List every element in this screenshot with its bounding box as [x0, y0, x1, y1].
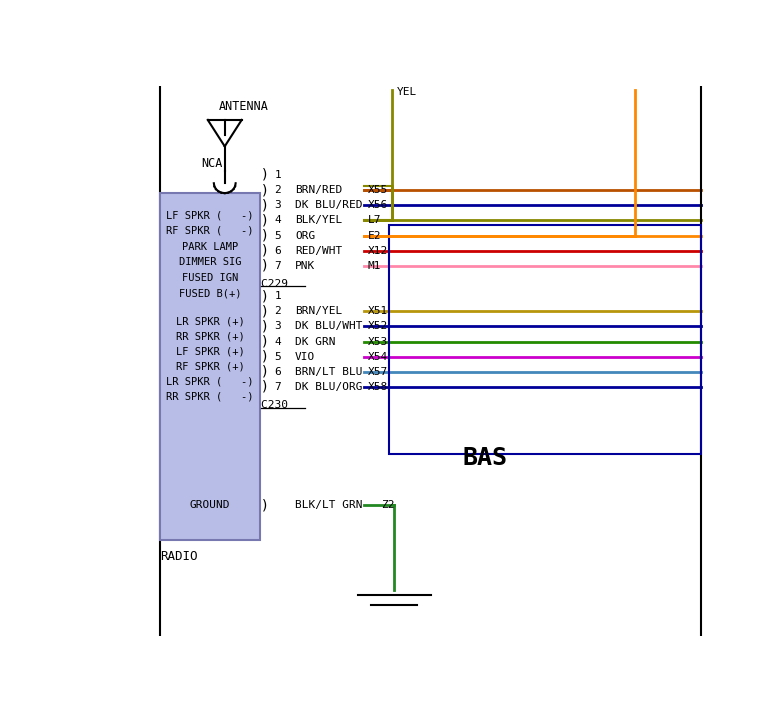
Text: FUSED IGN: FUSED IGN [182, 274, 238, 283]
Text: FUSED B(+): FUSED B(+) [179, 289, 241, 299]
Text: 3: 3 [274, 200, 281, 210]
Text: LF SPKR (+): LF SPKR (+) [176, 347, 244, 357]
Text: 5: 5 [274, 352, 281, 362]
Bar [390, 225, 701, 453]
Text: BAS: BAS [462, 446, 508, 470]
Text: 7: 7 [274, 261, 281, 271]
Bar [160, 193, 260, 540]
Text: DK GRN: DK GRN [295, 337, 336, 347]
Text: ): ) [262, 168, 268, 182]
Text: ): ) [262, 498, 268, 513]
Text: BLK/LT GRN: BLK/LT GRN [295, 500, 362, 511]
Text: PARK LAMP: PARK LAMP [182, 242, 238, 252]
Text: RF SPKR (   -): RF SPKR ( -) [166, 225, 254, 235]
Text: M1: M1 [368, 261, 381, 271]
Text: X54: X54 [368, 352, 388, 362]
Text: 4: 4 [274, 215, 281, 225]
Text: RR SPKR (   -): RR SPKR ( -) [166, 392, 254, 402]
Text: C229: C229 [261, 279, 294, 289]
Text: BRN/RED: BRN/RED [295, 185, 342, 195]
Text: ): ) [262, 198, 268, 212]
Text: C230: C230 [261, 400, 294, 410]
Text: ): ) [262, 365, 268, 379]
Text: ): ) [262, 380, 268, 394]
Text: ANTENNA: ANTENNA [219, 100, 269, 113]
Text: DK BLU/RED: DK BLU/RED [295, 200, 362, 210]
Text: ): ) [262, 305, 268, 318]
Text: DIMMER SIG: DIMMER SIG [179, 257, 241, 267]
Text: RADIO: RADIO [160, 550, 198, 563]
Text: RR SPKR (+): RR SPKR (+) [176, 331, 244, 341]
Text: 1: 1 [274, 170, 281, 180]
Text: ): ) [262, 213, 268, 227]
Text: X53: X53 [368, 337, 388, 347]
Text: DK BLU/WHT: DK BLU/WHT [295, 321, 362, 331]
Text: X57: X57 [368, 367, 388, 377]
Text: BRN/YEL: BRN/YEL [295, 306, 342, 316]
Text: LR SPKR (+): LR SPKR (+) [176, 317, 244, 327]
Text: X58: X58 [368, 382, 388, 392]
Text: ORG: ORG [295, 230, 316, 240]
Text: ): ) [262, 244, 268, 257]
Text: VIO: VIO [295, 352, 316, 362]
Text: PNK: PNK [295, 261, 316, 271]
Text: X55: X55 [368, 185, 388, 195]
Text: 2: 2 [274, 306, 281, 316]
Text: GROUND: GROUND [190, 500, 230, 511]
Text: 5: 5 [274, 230, 281, 240]
Text: NCA: NCA [201, 157, 223, 170]
Text: ): ) [262, 229, 268, 242]
Text: Z2: Z2 [381, 500, 394, 511]
Text: 4: 4 [274, 337, 281, 347]
Text: X56: X56 [368, 200, 388, 210]
Text: ): ) [262, 289, 268, 303]
Text: ): ) [262, 350, 268, 364]
Text: LR SPKR (   -): LR SPKR ( -) [166, 377, 254, 387]
Text: X12: X12 [368, 246, 388, 256]
Text: RF SPKR (+): RF SPKR (+) [176, 362, 244, 372]
Text: DK BLU/ORG: DK BLU/ORG [295, 382, 362, 392]
Text: YEL: YEL [398, 87, 418, 97]
Text: 3: 3 [274, 321, 281, 331]
Text: LF SPKR (   -): LF SPKR ( -) [166, 210, 254, 220]
Text: BRN/LT BLU: BRN/LT BLU [295, 367, 362, 377]
Text: 2: 2 [274, 185, 281, 195]
Text: ): ) [262, 335, 268, 348]
Text: ): ) [262, 320, 268, 333]
Text: ): ) [262, 259, 268, 273]
Text: 1: 1 [274, 291, 281, 301]
Text: BLK/YEL: BLK/YEL [295, 215, 342, 225]
Text: L7: L7 [368, 215, 381, 225]
Text: RED/WHT: RED/WHT [295, 246, 342, 256]
Text: 7: 7 [274, 382, 281, 392]
Text: X51: X51 [368, 306, 388, 316]
Text: 6: 6 [274, 367, 281, 377]
Text: X52: X52 [368, 321, 388, 331]
Text: ): ) [262, 183, 268, 197]
Text: 6: 6 [274, 246, 281, 256]
Text: E2: E2 [368, 230, 381, 240]
